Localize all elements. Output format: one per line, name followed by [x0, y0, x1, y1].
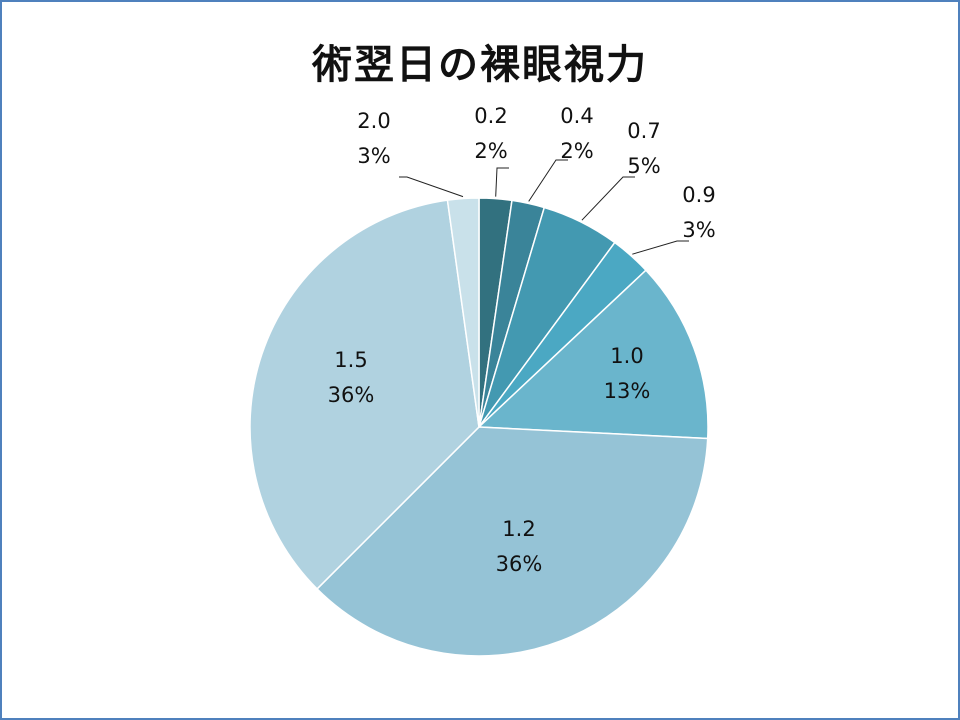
- pie-slice-1-5: [249, 199, 480, 590]
- slice-percent-label: 3%: [357, 144, 390, 168]
- slice-percent-label: 3%: [682, 218, 715, 242]
- slice-category-label: 1.5: [334, 348, 367, 372]
- slice-percent-label: 2%: [560, 139, 593, 163]
- leader-line-0-7: [581, 176, 635, 221]
- leader-lines: [399, 159, 689, 255]
- pie-slice-1-0: [477, 269, 709, 440]
- leader-line-0-9: [632, 240, 689, 255]
- slice-category-label: 0.2: [474, 104, 507, 128]
- slice-percent-label: 5%: [627, 154, 660, 178]
- slice-percent-label: 36%: [328, 383, 375, 407]
- data-labels: 0.2 2% 0.4 2% 0.7 5% 0.9 3% 1.0 13% 1.2 36% 1.5 36% 2.…: [328, 104, 716, 576]
- slice-category-label: 2.0: [357, 109, 390, 133]
- slice-percent-label: 2%: [474, 139, 507, 163]
- chart-title: 術翌日の裸眼視力: [312, 42, 648, 88]
- leader-line-0-4: [528, 159, 568, 202]
- pie-slices: [249, 197, 709, 657]
- slice-percent-label: 13%: [604, 379, 651, 403]
- slice-category-label: 0.9: [682, 183, 715, 207]
- leader-line-0-2: [495, 167, 509, 197]
- pie-slice-2-0: [446, 197, 480, 428]
- slice-category-label: 0.4: [560, 104, 593, 128]
- slice-category-label: 0.7: [627, 119, 660, 143]
- pie-slice-1-2: [316, 426, 709, 657]
- slice-category-label: 1.0: [610, 344, 643, 368]
- slice-percent-label: 36%: [496, 552, 543, 576]
- slice-category-label: 1.2: [502, 517, 535, 541]
- leader-line-2-0: [399, 176, 464, 198]
